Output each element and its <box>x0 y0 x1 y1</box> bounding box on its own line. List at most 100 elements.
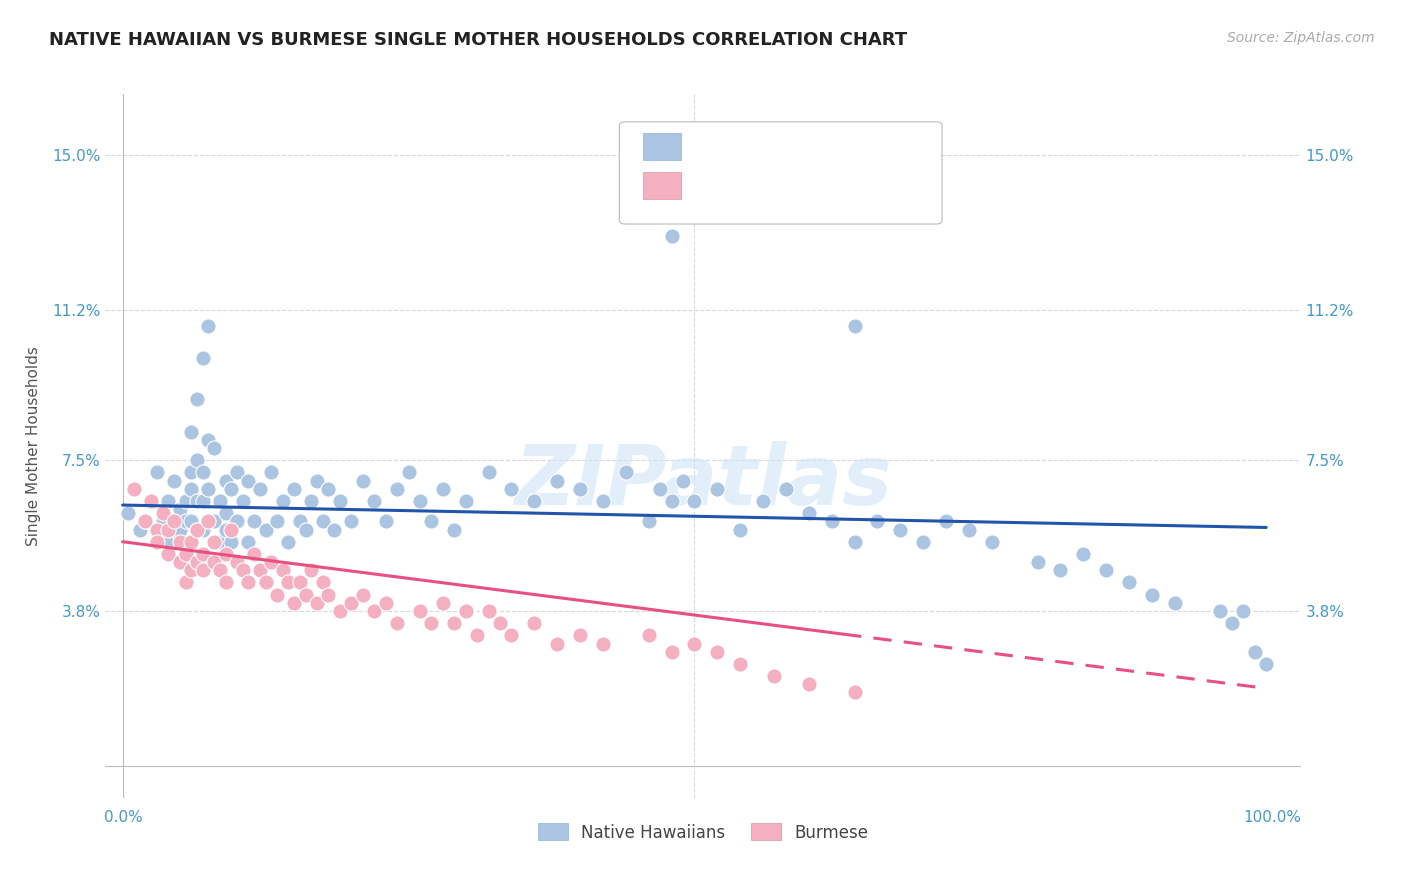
Point <box>443 616 465 631</box>
Point <box>146 534 169 549</box>
Point <box>569 482 592 496</box>
Point <box>866 514 889 528</box>
Point <box>637 514 659 528</box>
Point <box>980 534 1002 549</box>
Point <box>1256 657 1278 671</box>
Point <box>420 616 443 631</box>
Point <box>363 604 385 618</box>
Point <box>1220 616 1243 631</box>
Point <box>202 441 225 455</box>
Point <box>232 563 254 577</box>
Point <box>214 474 236 488</box>
FancyBboxPatch shape <box>644 133 682 160</box>
Point <box>683 636 706 650</box>
Point <box>163 474 186 488</box>
Point <box>238 474 260 488</box>
Text: 0.0%: 0.0% <box>104 810 143 824</box>
Point <box>254 575 277 590</box>
Point <box>432 596 454 610</box>
Point <box>1118 575 1140 590</box>
Point <box>409 494 432 508</box>
Point <box>157 494 180 508</box>
Point <box>283 482 305 496</box>
Point <box>648 482 671 496</box>
Point <box>243 547 266 561</box>
Point <box>409 604 432 618</box>
Point <box>197 318 219 333</box>
Point <box>174 494 197 508</box>
Point <box>152 506 174 520</box>
Y-axis label: Single Mother Households: Single Mother Households <box>27 346 41 546</box>
Point <box>477 604 499 618</box>
Point <box>191 351 214 366</box>
Point <box>180 514 202 528</box>
Point <box>141 494 163 508</box>
FancyBboxPatch shape <box>619 122 942 224</box>
Point <box>614 466 637 480</box>
Point <box>312 514 335 528</box>
Point <box>128 523 150 537</box>
Point <box>661 645 683 659</box>
Point <box>889 523 911 537</box>
Text: R =: R = <box>697 177 735 194</box>
Point <box>180 425 202 439</box>
Point <box>214 547 236 561</box>
Point <box>214 523 236 537</box>
Point <box>122 482 145 496</box>
Point <box>191 563 214 577</box>
Point <box>546 474 568 488</box>
Point <box>661 494 683 508</box>
Point <box>197 514 219 528</box>
Point <box>197 433 219 447</box>
Point <box>271 494 294 508</box>
Point <box>312 575 335 590</box>
Point <box>180 534 202 549</box>
Point <box>821 514 844 528</box>
Point <box>169 523 191 537</box>
Point <box>202 555 225 569</box>
Point <box>523 494 546 508</box>
Text: -0.337: -0.337 <box>745 177 810 194</box>
Point <box>385 616 408 631</box>
Legend: Native Hawaiians, Burmese: Native Hawaiians, Burmese <box>530 815 876 850</box>
Point <box>169 534 191 549</box>
Point <box>935 514 957 528</box>
Text: 100.0%: 100.0% <box>1244 810 1302 824</box>
Point <box>283 596 305 610</box>
Text: R =: R = <box>697 137 735 155</box>
Point <box>1209 604 1232 618</box>
Point <box>374 514 396 528</box>
Point <box>214 575 236 590</box>
Point <box>134 514 156 528</box>
Point <box>197 482 219 496</box>
Point <box>169 502 191 516</box>
Point <box>443 523 465 537</box>
Point <box>1164 596 1187 610</box>
Point <box>340 596 363 610</box>
Point <box>797 677 820 691</box>
Text: Source: ZipAtlas.com: Source: ZipAtlas.com <box>1227 31 1375 45</box>
Point <box>157 523 180 537</box>
Point <box>683 494 706 508</box>
Point <box>288 514 311 528</box>
Point <box>180 482 202 496</box>
Point <box>277 575 299 590</box>
Point <box>305 596 328 610</box>
Point <box>249 563 271 577</box>
Point <box>266 514 288 528</box>
Point <box>157 547 180 561</box>
Point <box>186 523 208 537</box>
Point <box>146 523 169 537</box>
Point <box>352 588 374 602</box>
Text: N =: N = <box>823 137 875 155</box>
Point <box>340 514 363 528</box>
Point <box>226 555 249 569</box>
Point <box>454 604 477 618</box>
Point <box>226 514 249 528</box>
Point <box>592 494 614 508</box>
Point <box>186 494 208 508</box>
Point <box>163 523 186 537</box>
Point <box>477 466 499 480</box>
Point <box>1243 645 1265 659</box>
Point <box>260 555 283 569</box>
